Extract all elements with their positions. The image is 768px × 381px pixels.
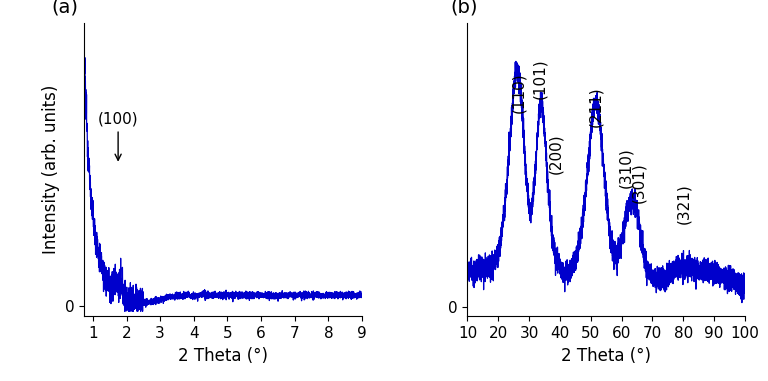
Text: (200): (200) (548, 134, 563, 174)
Text: (b): (b) (451, 0, 478, 17)
Text: (100): (100) (98, 111, 138, 160)
Text: (301): (301) (631, 162, 646, 203)
Text: (211): (211) (588, 86, 603, 127)
X-axis label: 2 Theta (°): 2 Theta (°) (561, 346, 651, 365)
Text: (310): (310) (619, 148, 634, 189)
Text: (321): (321) (676, 183, 690, 224)
Text: (a): (a) (51, 0, 78, 17)
Text: (101): (101) (532, 58, 548, 99)
Text: (110): (110) (511, 72, 526, 113)
X-axis label: 2 Theta (°): 2 Theta (°) (178, 346, 268, 365)
Y-axis label: Intensity (arb. units): Intensity (arb. units) (41, 85, 60, 254)
